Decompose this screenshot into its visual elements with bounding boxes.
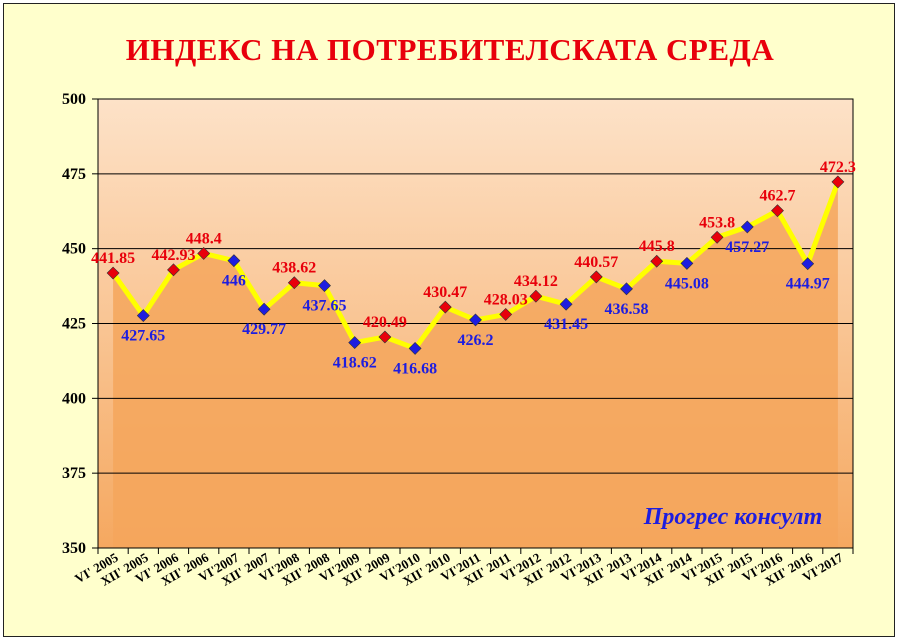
y-tick-label: 475	[62, 166, 86, 183]
data-point	[287, 276, 301, 290]
y-tick-label: 400	[62, 390, 86, 407]
data-point	[167, 263, 180, 277]
data-label: 448.4	[186, 230, 222, 247]
y-tick-label: 450	[62, 241, 86, 258]
data-label: 453.8	[699, 214, 735, 231]
data-label: 462.7	[760, 188, 796, 205]
data-label: 428.03	[484, 291, 528, 308]
y-tick-label: 500	[62, 91, 86, 108]
data-label: 430.47	[423, 284, 467, 301]
data-point	[680, 256, 694, 270]
data-label: 437.65	[303, 298, 347, 315]
data-point	[136, 309, 150, 322]
data-label: 429.77	[242, 321, 286, 338]
data-point	[227, 254, 241, 268]
data-label: 431.45	[544, 316, 588, 333]
data-point	[831, 175, 845, 189]
chart-title: ИНДЕКС НА ПОТРЕБИТЕЛСКАТА СРЕДА	[125, 32, 775, 67]
data-point	[378, 330, 392, 344]
data-point	[771, 204, 784, 218]
y-tick-label: 350	[62, 540, 86, 557]
data-point	[197, 247, 211, 260]
data-point	[710, 230, 724, 244]
data-label: 438.62	[272, 260, 316, 277]
data-label: 440.57	[574, 254, 618, 271]
data-label: 434.12	[514, 273, 558, 290]
data-label: 418.62	[333, 355, 377, 372]
y-tick-label: 425	[62, 316, 86, 333]
area-fill	[113, 181, 838, 548]
data-point	[801, 257, 815, 271]
data-point	[499, 308, 513, 321]
data-label: 472.3	[820, 159, 856, 176]
data-point	[589, 270, 603, 284]
data-point	[559, 297, 573, 311]
data-label: 441.85	[91, 250, 135, 267]
data-label: 446	[222, 273, 246, 290]
data-label: 416.68	[393, 360, 437, 377]
data-point	[257, 302, 271, 316]
data-label: 445.08	[665, 275, 709, 292]
data-label: 436.58	[605, 301, 649, 318]
data-point	[106, 266, 120, 280]
data-label: 442.93	[152, 247, 196, 264]
data-point	[740, 220, 754, 234]
data-label: 444.97	[786, 276, 830, 293]
data-label: 457.27	[725, 239, 769, 256]
data-point	[438, 300, 452, 314]
data-point	[620, 282, 633, 296]
data-point	[318, 279, 331, 293]
data-point	[529, 289, 543, 303]
data-point	[469, 313, 482, 327]
data-label: 445.8	[639, 238, 675, 255]
watermark-label: Прогрес консулт	[643, 504, 823, 530]
data-point	[348, 336, 362, 350]
data-point	[650, 254, 664, 268]
data-label: 427.65	[121, 328, 165, 345]
data-label: 420.49	[363, 314, 407, 331]
y-tick-label: 375	[62, 465, 86, 482]
data-label: 426.2	[458, 332, 494, 349]
data-point	[408, 341, 422, 355]
